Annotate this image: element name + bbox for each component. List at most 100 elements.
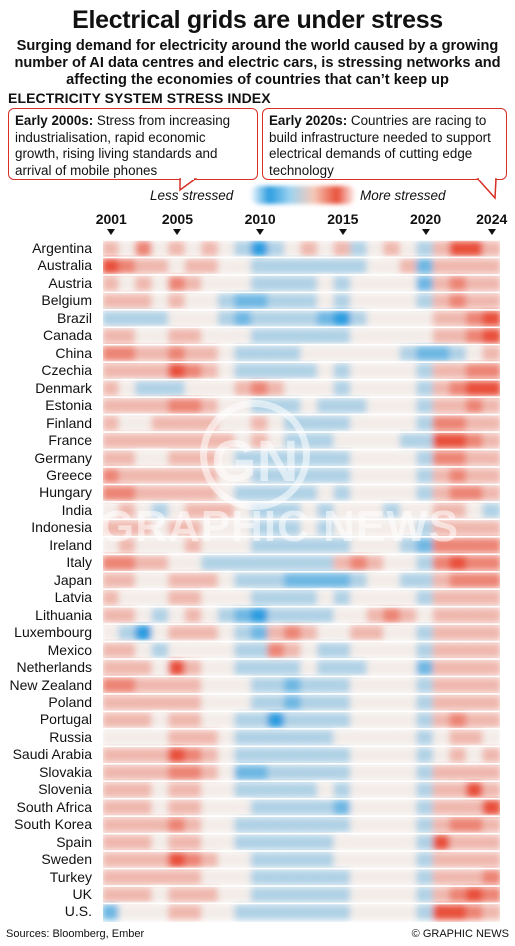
heatmap-cell: [465, 415, 485, 432]
heatmap-cell: [366, 328, 386, 344]
heatmap-cell: [184, 607, 204, 624]
heatmap-cell: [217, 625, 237, 641]
heatmap-cell: [201, 310, 220, 327]
country-label: Germany: [34, 449, 92, 466]
heatmap-cell: [250, 520, 270, 536]
heatmap-cell: [283, 293, 303, 309]
heatmap-cell: [234, 450, 253, 466]
heatmap-cell: [118, 625, 138, 641]
heatmap-cell: [201, 555, 220, 571]
heatmap-cell: [168, 328, 187, 344]
heatmap-cell: [135, 537, 154, 554]
heatmap-cell: [333, 572, 353, 589]
heatmap-row: [103, 764, 500, 781]
heatmap-cell: [135, 887, 154, 903]
country-label: South Africa: [16, 798, 93, 815]
heatmap-cell: [267, 572, 286, 589]
heatmap-cell: [118, 450, 138, 466]
heatmap-cell: [383, 328, 402, 344]
heatmap-cell: [103, 415, 121, 432]
heatmap-cell: [317, 450, 336, 466]
heatmap-cell: [217, 433, 237, 449]
heatmap-cell: [383, 258, 402, 274]
heatmap-cell: [333, 433, 353, 449]
heatmap-cell: [184, 590, 204, 606]
heatmap-cell: [449, 502, 468, 519]
heatmap-cell: [482, 869, 500, 886]
heatmap-cell: [333, 607, 353, 624]
heatmap-cell: [449, 450, 468, 466]
x-tick-label: 2010: [244, 211, 276, 227]
heatmap-cell: [465, 590, 485, 606]
heatmap-cell: [350, 834, 369, 851]
heatmap-cell: [449, 293, 468, 309]
heatmap-cell: [482, 485, 500, 501]
heatmap-cell: [317, 694, 336, 711]
heatmap-cell: [201, 293, 220, 309]
heatmap-cell: [118, 433, 138, 449]
heatmap-cell: [333, 904, 353, 920]
heatmap-cell: [333, 555, 353, 571]
heatmap-row: [103, 555, 500, 571]
heatmap-cell: [482, 467, 500, 484]
heatmap-cell: [465, 363, 485, 379]
heatmap-cell: [350, 398, 369, 414]
heatmap-cell: [350, 467, 369, 484]
heatmap-cell: [103, 799, 121, 816]
heatmap-cell: [135, 485, 154, 501]
heatmap-cell: [350, 502, 369, 519]
heatmap-cell: [250, 328, 270, 344]
heatmap-cell: [103, 869, 121, 886]
heatmap-cell: [416, 764, 435, 781]
heatmap-cell: [151, 677, 171, 693]
heatmap-cell: [201, 625, 220, 641]
heatmap-cell: [103, 485, 121, 501]
heatmap-cell: [283, 834, 303, 851]
heatmap-row: [103, 590, 500, 606]
heatmap-cell: [250, 729, 270, 746]
heatmap-cell: [366, 520, 386, 536]
legend-high-label: More stressed: [360, 188, 446, 203]
heatmap-cell: [217, 694, 237, 711]
heatmap-cell: [184, 834, 204, 851]
heatmap-cell: [151, 310, 171, 327]
heatmap-cell: [103, 677, 121, 693]
heatmap-cell: [201, 817, 220, 833]
heatmap-plot: [103, 240, 500, 920]
heatmap-cell: [350, 712, 369, 728]
heatmap-cell: [118, 764, 138, 781]
heatmap-cell: [333, 887, 353, 903]
heatmap-cell: [383, 799, 402, 816]
heatmap-cell: [432, 502, 452, 519]
heatmap-cell: [151, 590, 171, 606]
heatmap-cell: [118, 677, 138, 693]
heatmap-cell: [317, 467, 336, 484]
heatmap-cell: [184, 764, 204, 781]
heatmap-cell: [465, 660, 485, 676]
heatmap-cell: [399, 241, 419, 257]
heatmap-row: [103, 502, 500, 519]
heatmap-cell: [416, 747, 435, 763]
country-label: Luxembourg: [14, 624, 92, 641]
heatmap-cell: [482, 817, 500, 833]
heatmap-cell: [399, 328, 419, 344]
heatmap-cell: [416, 450, 435, 466]
heatmap-cell: [300, 625, 320, 641]
heatmap-cell: [366, 293, 386, 309]
heatmap-cell: [399, 502, 419, 519]
heatmap-cell: [449, 904, 468, 920]
x-tick-label: 2001: [95, 211, 127, 227]
heatmap-cell: [317, 310, 336, 327]
heatmap-cell: [383, 887, 402, 903]
heatmap-row: [103, 747, 500, 763]
heatmap-cell: [217, 712, 237, 728]
heatmap-cell: [103, 363, 121, 379]
heatmap-cell: [267, 660, 286, 676]
heatmap-cell: [432, 398, 452, 414]
heatmap-cell: [350, 520, 369, 536]
heatmap-cell: [350, 380, 369, 397]
heatmap-cell: [118, 258, 138, 274]
heatmap-cell: [350, 625, 369, 641]
heatmap-cell: [168, 625, 187, 641]
heatmap-cell: [482, 642, 500, 659]
